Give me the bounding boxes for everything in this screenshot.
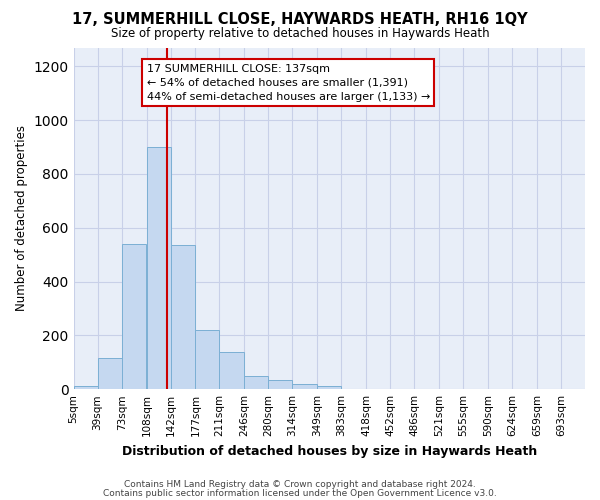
Text: 17, SUMMERHILL CLOSE, HAYWARDS HEATH, RH16 1QY: 17, SUMMERHILL CLOSE, HAYWARDS HEATH, RH… [72, 12, 528, 28]
Bar [220, 352, 244, 389]
X-axis label: Distribution of detached houses by size in Haywards Heath: Distribution of detached houses by size … [122, 444, 537, 458]
Bar [122, 244, 146, 389]
Bar [292, 384, 317, 389]
Text: 17 SUMMERHILL CLOSE: 137sqm
← 54% of detached houses are smaller (1,391)
44% of : 17 SUMMERHILL CLOSE: 137sqm ← 54% of det… [146, 64, 430, 102]
Y-axis label: Number of detached properties: Number of detached properties [15, 126, 28, 312]
Bar [268, 380, 292, 389]
Bar [170, 245, 194, 389]
Bar [98, 358, 122, 389]
Text: Size of property relative to detached houses in Haywards Heath: Size of property relative to detached ho… [110, 28, 490, 40]
Text: Contains HM Land Registry data © Crown copyright and database right 2024.: Contains HM Land Registry data © Crown c… [124, 480, 476, 489]
Bar [317, 386, 341, 389]
Bar [74, 386, 98, 389]
Text: Contains public sector information licensed under the Open Government Licence v3: Contains public sector information licen… [103, 488, 497, 498]
Bar [146, 147, 170, 389]
Bar [196, 330, 220, 389]
Bar [244, 376, 268, 389]
